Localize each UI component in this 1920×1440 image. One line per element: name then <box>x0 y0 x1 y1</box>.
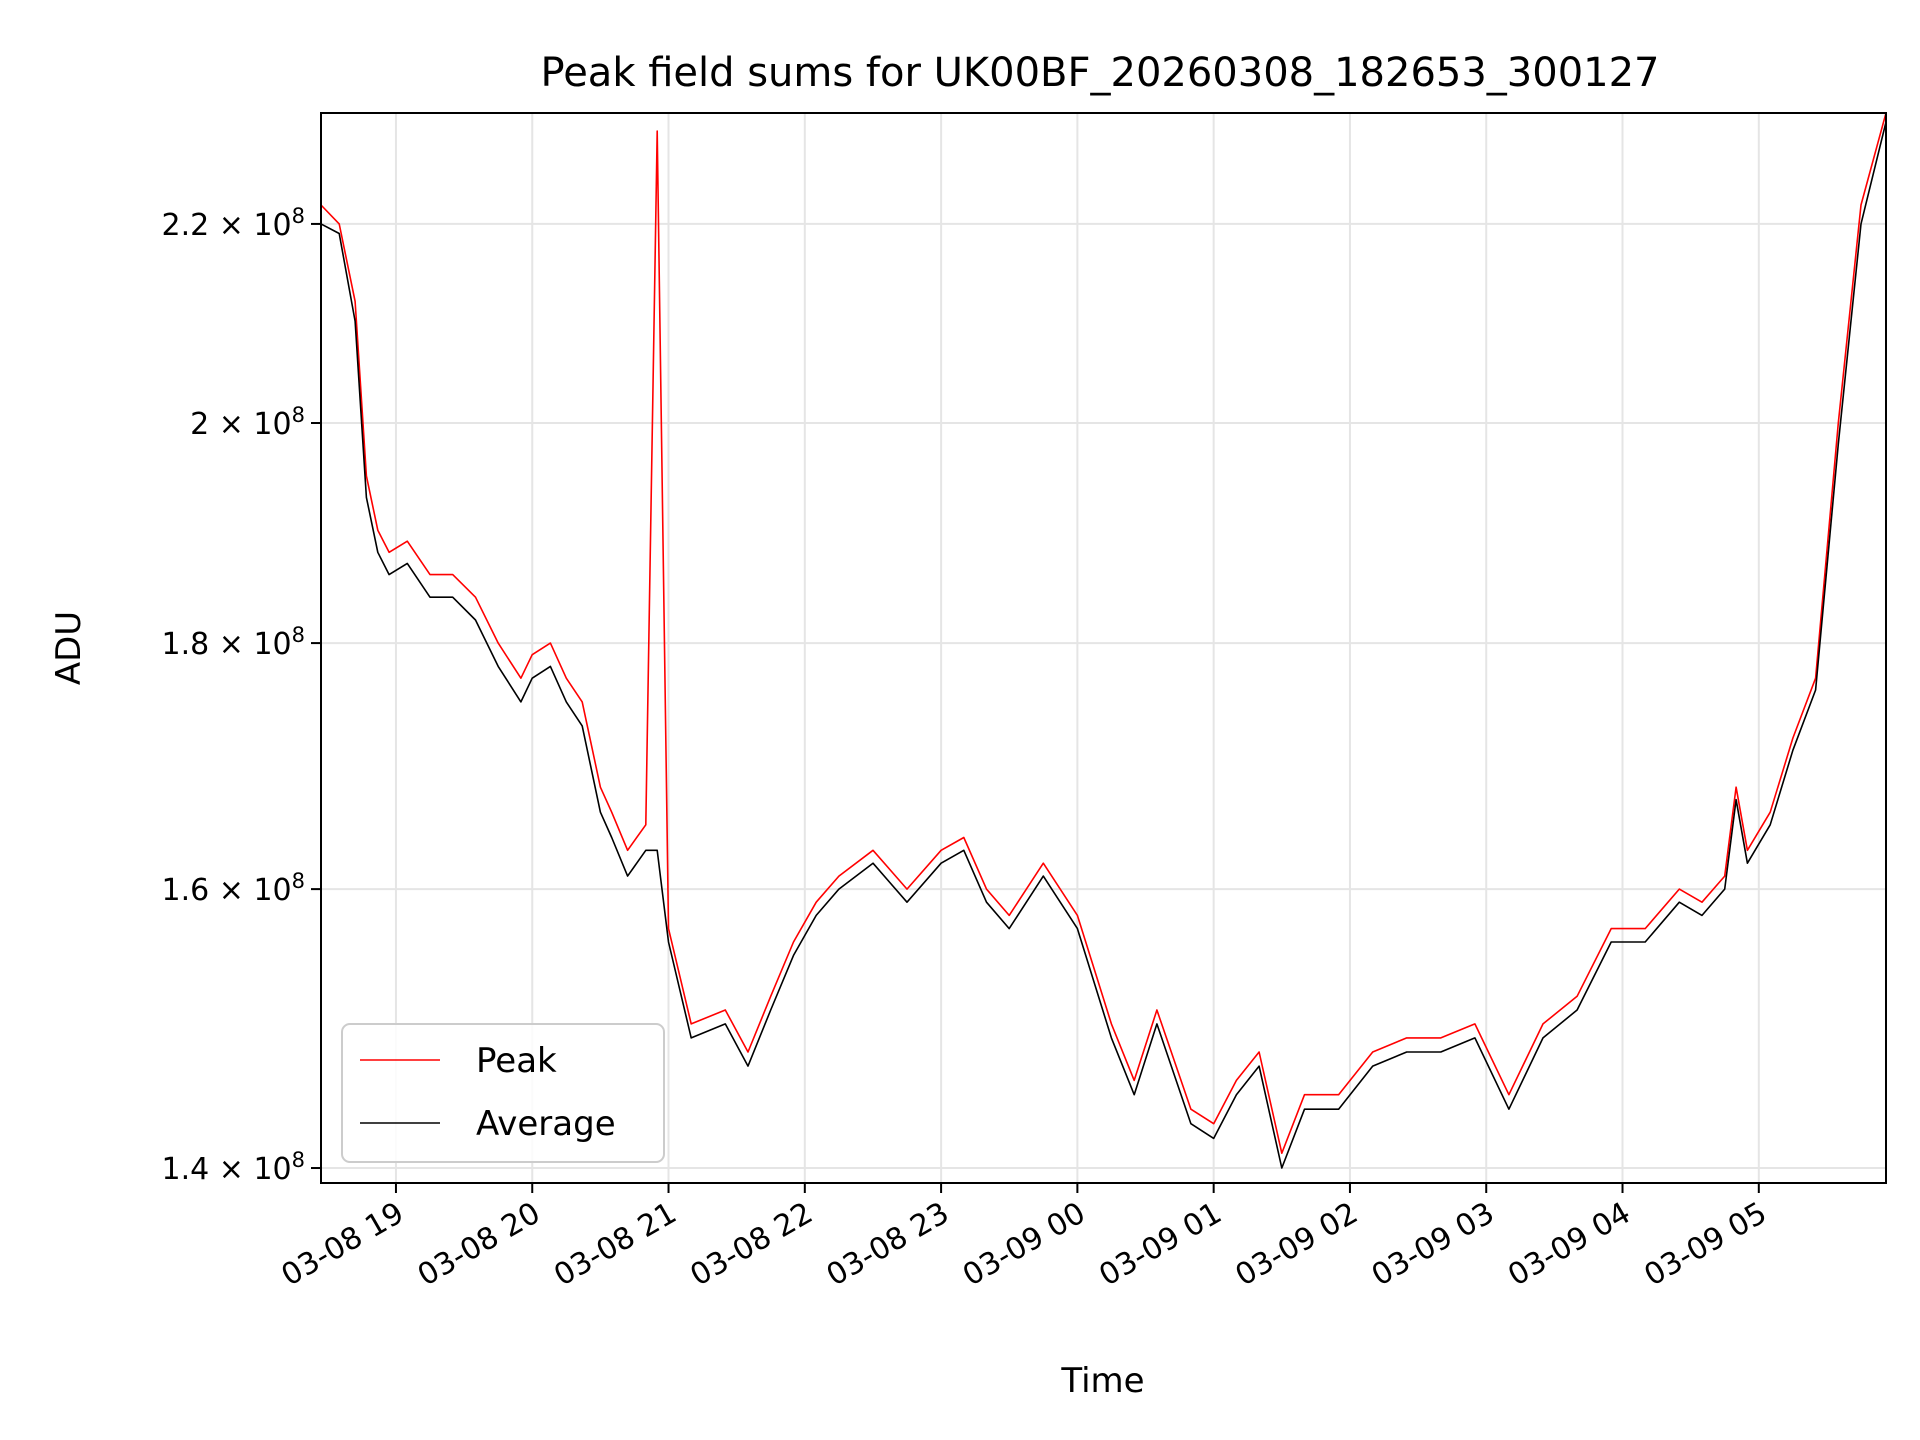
series-line-peak <box>320 112 1887 1154</box>
series-line-average <box>320 121 1887 1169</box>
y-tick-label: 1.6 × 108 <box>162 869 305 908</box>
chart-title: Peak field sums for UK00BF_20260308_1826… <box>541 50 1660 96</box>
legend: Peak Average <box>341 1023 665 1163</box>
y-tick-label: 1.4 × 108 <box>162 1148 305 1187</box>
y-tick-label: 2 × 108 <box>190 403 305 442</box>
legend-label-peak: Peak <box>476 1041 557 1081</box>
y-axis: 1.4 × 108 1.6 × 108 1.8 × 108 2 × 108 2.2 × … <box>162 204 321 1187</box>
grid-lines <box>321 113 1886 1183</box>
x-axis-label: Time <box>1060 1361 1144 1401</box>
y-axis-label: ADU <box>49 611 89 685</box>
legend-label-average: Average <box>476 1104 616 1144</box>
legend-box <box>341 1023 665 1163</box>
y-tick-label: 1.8 × 108 <box>162 623 305 662</box>
plot-frame <box>320 112 1887 1184</box>
y-tick-label: 2.2 × 108 <box>162 204 305 243</box>
series-layer <box>320 112 1887 1169</box>
